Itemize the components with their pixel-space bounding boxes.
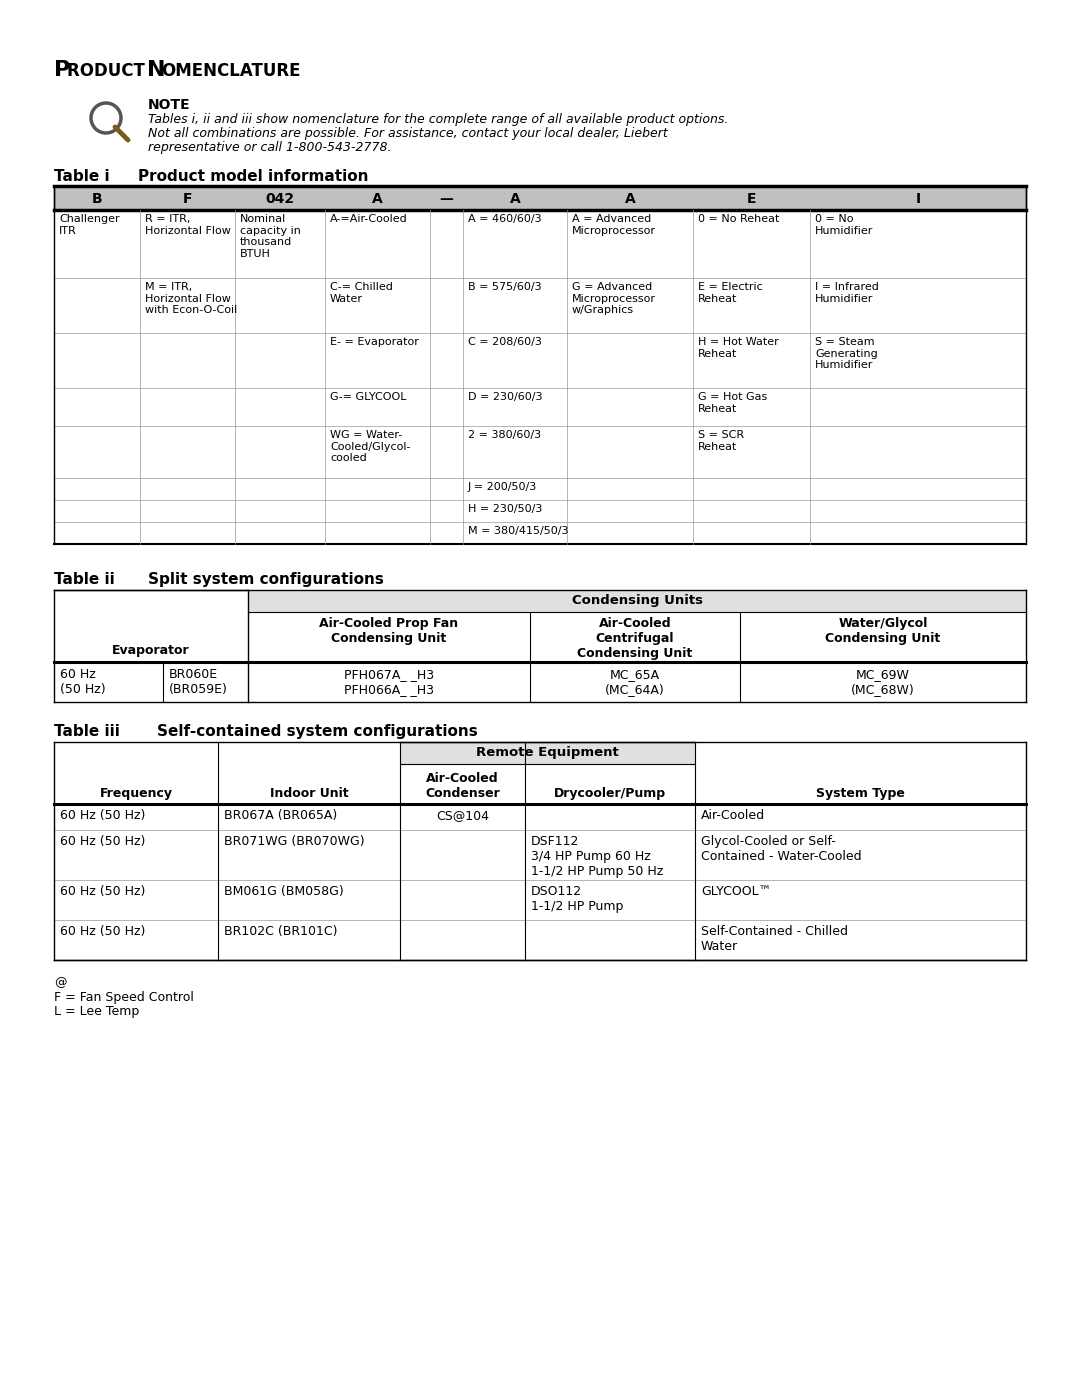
Bar [248, 590, 1026, 612]
Text: Table iii: Table iii [54, 724, 120, 739]
Text: RODUCT: RODUCT [67, 61, 150, 80]
Text: R = ITR,
Horizontal Flow: R = ITR, Horizontal Flow [145, 214, 231, 236]
Text: Nominal
capacity in
thousand
BTUH: Nominal capacity in thousand BTUH [240, 214, 301, 258]
Bar [54, 186, 1026, 210]
Text: Split system configurations: Split system configurations [148, 571, 383, 587]
Text: Glycol-Cooled or Self-
Contained - Water-Cooled: Glycol-Cooled or Self- Contained - Water… [701, 835, 862, 863]
Text: Water/Glycol
Condensing Unit: Water/Glycol Condensing Unit [825, 617, 941, 645]
Text: E- = Evaporator: E- = Evaporator [330, 337, 419, 346]
Text: E: E [746, 191, 756, 205]
Text: Air-Cooled
Centrifugal
Condensing Unit: Air-Cooled Centrifugal Condensing Unit [578, 617, 692, 659]
Text: F: F [183, 191, 192, 205]
Text: 60 Hz
(50 Hz): 60 Hz (50 Hz) [60, 668, 106, 696]
Text: WG = Water-
Cooled/Glycol-
cooled: WG = Water- Cooled/Glycol- cooled [330, 430, 410, 464]
Text: M = 380/415/50/3: M = 380/415/50/3 [468, 527, 568, 536]
Text: S = SCR
Reheat: S = SCR Reheat [698, 430, 744, 451]
Text: representative or call 1-800-543-2778.: representative or call 1-800-543-2778. [148, 141, 391, 154]
Text: M = ITR,
Horizontal Flow
with Econ-O-Coil: M = ITR, Horizontal Flow with Econ-O-Coi… [145, 282, 238, 316]
Text: G = Hot Gas
Reheat: G = Hot Gas Reheat [698, 393, 767, 414]
Text: A: A [510, 191, 521, 205]
Text: MC_65A
(MC_64A): MC_65A (MC_64A) [605, 668, 665, 696]
Text: Self-contained system configurations: Self-contained system configurations [157, 724, 477, 739]
Text: D = 230/60/3: D = 230/60/3 [468, 393, 542, 402]
Text: I = Infrared
Humidifier: I = Infrared Humidifier [815, 282, 879, 303]
Text: Drycooler/Pump: Drycooler/Pump [554, 787, 666, 800]
Text: Self-Contained - Chilled
Water: Self-Contained - Chilled Water [701, 925, 848, 953]
Text: A-=Air-Cooled: A-=Air-Cooled [330, 214, 408, 224]
Text: Air-Cooled
Condenser: Air-Cooled Condenser [426, 773, 500, 800]
Text: C-= Chilled
Water: C-= Chilled Water [330, 282, 393, 303]
Text: Indoor Unit: Indoor Unit [270, 787, 349, 800]
Text: 0 = No Reheat: 0 = No Reheat [698, 214, 780, 224]
Text: Condensing Units: Condensing Units [571, 594, 702, 608]
Text: MC_69W
(MC_68W): MC_69W (MC_68W) [851, 668, 915, 696]
Text: Evaporator: Evaporator [112, 644, 190, 657]
Text: BR060E
(BR059E): BR060E (BR059E) [168, 668, 228, 696]
Text: DSO112
1-1/2 HP Pump: DSO112 1-1/2 HP Pump [531, 886, 623, 914]
Text: G-= GLYCOOL: G-= GLYCOOL [330, 393, 406, 402]
Text: OMENCLATURE: OMENCLATURE [161, 61, 300, 80]
Text: I: I [916, 191, 920, 205]
Text: L = Lee Temp: L = Lee Temp [54, 1004, 139, 1018]
Text: 042: 042 [266, 191, 295, 205]
Text: 60 Hz (50 Hz): 60 Hz (50 Hz) [60, 835, 146, 848]
Text: G = Advanced
Microprocessor
w/Graphics: G = Advanced Microprocessor w/Graphics [572, 282, 656, 316]
Bar [400, 742, 696, 764]
Text: Table i: Table i [54, 169, 110, 184]
Text: —: — [440, 191, 454, 205]
Text: Challenger
ITR: Challenger ITR [59, 214, 120, 236]
Text: C = 208/60/3: C = 208/60/3 [468, 337, 542, 346]
Text: GLYCOOL™: GLYCOOL™ [701, 886, 771, 898]
Text: H = 230/50/3: H = 230/50/3 [468, 504, 542, 514]
Text: 2 = 380/60/3: 2 = 380/60/3 [468, 430, 541, 440]
Text: E = Electric
Reheat: E = Electric Reheat [698, 282, 762, 303]
Text: BR067A (BR065A): BR067A (BR065A) [224, 809, 337, 821]
Text: NOTE: NOTE [148, 98, 191, 112]
Text: Product model information: Product model information [138, 169, 368, 184]
Text: PFH067A_ _H3
PFH066A_ _H3: PFH067A_ _H3 PFH066A_ _H3 [343, 668, 434, 696]
Text: 60 Hz (50 Hz): 60 Hz (50 Hz) [60, 925, 146, 937]
Text: Air-Cooled: Air-Cooled [701, 809, 765, 821]
Text: 0 = No
Humidifier: 0 = No Humidifier [815, 214, 874, 236]
Text: 60 Hz (50 Hz): 60 Hz (50 Hz) [60, 809, 146, 821]
Text: Not all combinations are possible. For assistance, contact your local dealer, Li: Not all combinations are possible. For a… [148, 127, 667, 140]
Text: Table ii: Table ii [54, 571, 114, 587]
Text: Tables i, ii and iii show nomenclature for the complete range of all available p: Tables i, ii and iii show nomenclature f… [148, 113, 728, 126]
Text: A = 460/60/3: A = 460/60/3 [468, 214, 542, 224]
Text: CS@104: CS@104 [436, 809, 489, 821]
Text: DSF112
3/4 HP Pump 60 Hz
1-1/2 HP Pump 50 Hz: DSF112 3/4 HP Pump 60 Hz 1-1/2 HP Pump 5… [531, 835, 663, 877]
Text: @: @ [54, 977, 67, 989]
Text: H = Hot Water
Reheat: H = Hot Water Reheat [698, 337, 779, 359]
Text: Air-Cooled Prop Fan
Condensing Unit: Air-Cooled Prop Fan Condensing Unit [320, 617, 459, 645]
Text: P: P [54, 60, 70, 80]
Text: A: A [373, 191, 383, 205]
Text: S = Steam
Generating
Humidifier: S = Steam Generating Humidifier [815, 337, 878, 370]
Text: A = Advanced
Microprocessor: A = Advanced Microprocessor [572, 214, 656, 236]
Text: F = Fan Speed Control: F = Fan Speed Control [54, 990, 194, 1004]
Text: System Type: System Type [816, 787, 905, 800]
Text: A: A [624, 191, 635, 205]
Text: Frequency: Frequency [99, 787, 173, 800]
Text: N: N [147, 60, 165, 80]
Text: J = 200/50/3: J = 200/50/3 [468, 482, 537, 492]
Text: B = 575/60/3: B = 575/60/3 [468, 282, 542, 292]
Text: Remote Equipment: Remote Equipment [476, 746, 619, 759]
Text: B: B [92, 191, 103, 205]
Text: BR102C (BR101C): BR102C (BR101C) [224, 925, 337, 937]
Text: BR071WG (BR070WG): BR071WG (BR070WG) [224, 835, 365, 848]
Text: 60 Hz (50 Hz): 60 Hz (50 Hz) [60, 886, 146, 898]
Text: BM061G (BM058G): BM061G (BM058G) [224, 886, 343, 898]
